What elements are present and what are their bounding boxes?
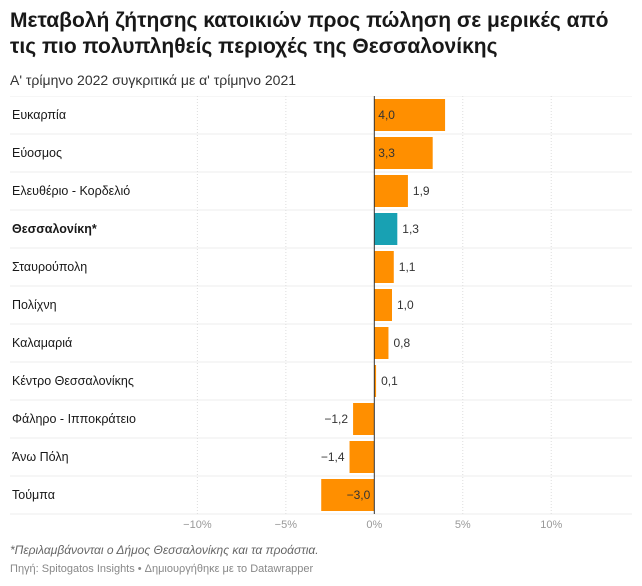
chart-subtitle: Α' τρίμηνο 2022 συγκριτικά με α' τρίμηνο… xyxy=(10,72,297,88)
footnote: *Περιλαμβάνονται ο Δήμος Θεσσαλονίκης κα… xyxy=(10,543,319,557)
bar xyxy=(321,479,375,511)
x-tick-label: 5% xyxy=(455,519,471,528)
bar xyxy=(374,251,394,283)
bar-chart: Ευκαρπία 4,0 Εύοσμος 3,3 Ελευθέριο - Κορδελι… xyxy=(10,96,632,528)
category-label: Ελευθέριο - Κορδελιό xyxy=(12,184,130,198)
value-label: −3,0 xyxy=(347,488,371,502)
value-label: 0,1 xyxy=(381,374,398,388)
value-label: 3,3 xyxy=(378,146,395,160)
bar xyxy=(353,403,375,435)
value-label: 1,3 xyxy=(402,222,419,236)
bar xyxy=(374,99,446,131)
value-label: 1,0 xyxy=(397,298,414,312)
category-label: Θεσσαλονίκη* xyxy=(12,222,97,236)
value-label: 0,8 xyxy=(393,336,410,350)
bar xyxy=(349,441,375,473)
source-line: Πηγή: Spitogatos Insights • Δημιουργήθηκε … xyxy=(10,563,313,575)
bar xyxy=(374,289,392,321)
category-label: Εύοσμος xyxy=(12,146,62,160)
source-text: Πηγή: Spitogatos Insights xyxy=(10,563,135,575)
value-label: 4,0 xyxy=(378,108,395,122)
chart-title: Μεταβολή ζήτησης κατοικιών προς πώληση σ… xyxy=(10,9,609,58)
x-tick-label: −5% xyxy=(275,519,298,528)
source-separator: • xyxy=(137,563,142,575)
bar xyxy=(374,327,389,359)
category-label: Ευκαρπία xyxy=(12,108,66,122)
category-label: Άνω Πόλη xyxy=(12,450,69,464)
value-label: 1,1 xyxy=(399,260,416,274)
credit-text: Δημιουργήθηκε με το Datawrapper xyxy=(144,563,314,575)
value-label: −1,4 xyxy=(321,450,345,464)
bar xyxy=(374,365,377,397)
category-label: Σταυρούπολη xyxy=(12,260,87,274)
x-tick-label: 0% xyxy=(366,519,382,528)
value-label: 1,9 xyxy=(413,184,430,198)
category-label: Φάληρο - Ιπποκράτειο xyxy=(12,412,136,426)
category-label: Κέντρο Θεσσαλονίκης xyxy=(12,374,134,388)
bar xyxy=(374,213,398,245)
x-tick-label: −10% xyxy=(183,519,212,528)
category-label: Πολίχνη xyxy=(12,298,57,312)
bar xyxy=(374,137,433,169)
x-tick-label: 10% xyxy=(540,519,562,528)
value-label: −1,2 xyxy=(324,412,348,426)
bar xyxy=(374,175,408,207)
category-label: Τούμπα xyxy=(12,488,55,502)
category-label: Καλαμαριά xyxy=(12,336,72,350)
